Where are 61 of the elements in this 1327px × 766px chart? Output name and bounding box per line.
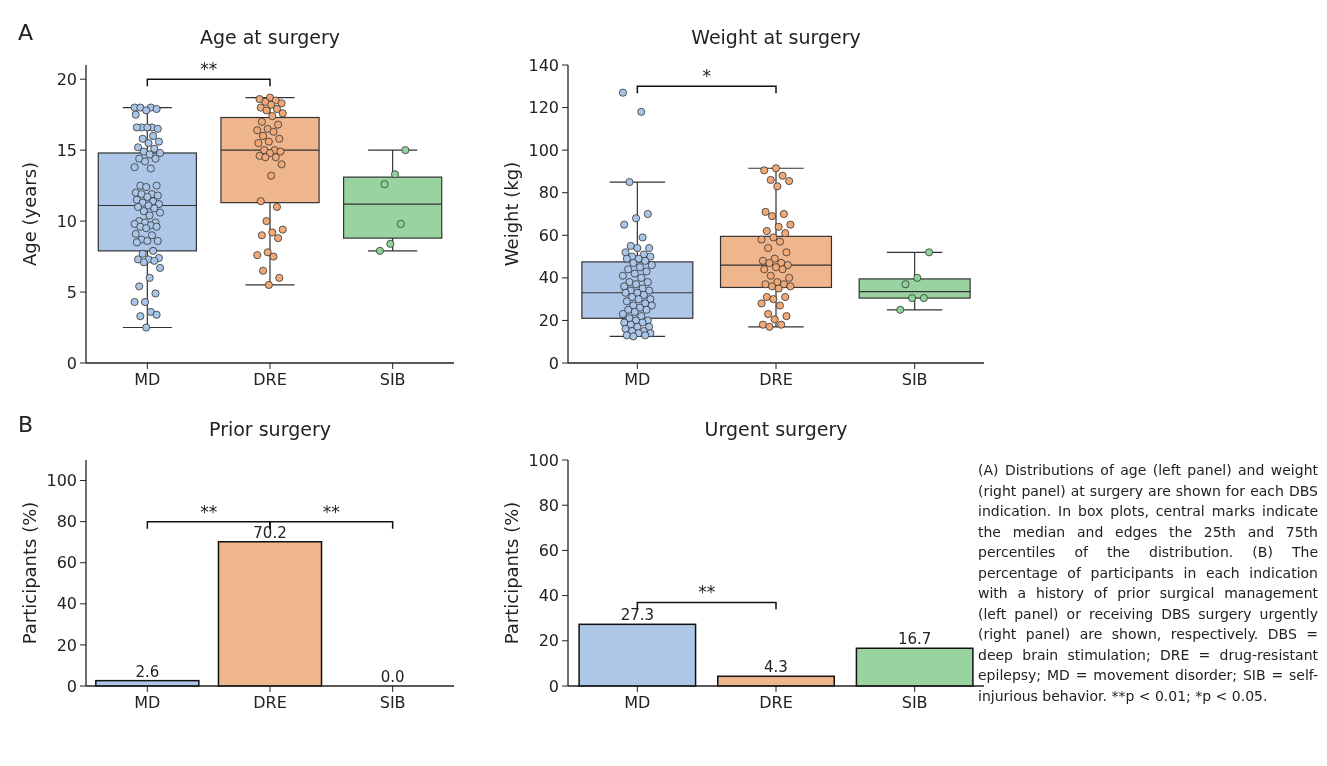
y-tick-label: 20 <box>56 635 77 655</box>
data-label: 4.3 <box>764 658 788 677</box>
x-tick-label: MD <box>134 370 161 389</box>
y-tick-label: 40 <box>538 268 559 288</box>
x-tick-label: DRE <box>253 693 287 712</box>
bar <box>578 623 697 687</box>
x-tick-label: MD <box>624 370 651 389</box>
y-tick-label: 100 <box>46 471 77 491</box>
y-tick-label: 120 <box>528 98 559 118</box>
y-axis-title: Participants (%) <box>19 501 40 645</box>
x-tick-label: MD <box>134 693 161 712</box>
y-tick-label: 10 <box>56 211 77 231</box>
y-tick-label: 5 <box>66 282 77 302</box>
annotation: ** <box>200 59 218 80</box>
y-tick-label: 60 <box>538 225 559 245</box>
y-tick-label: 20 <box>538 631 559 651</box>
y-tick-label: 80 <box>56 512 77 532</box>
chart-title: Age at surgery <box>199 26 341 48</box>
x-tick-label: SIB <box>379 370 406 389</box>
y-tick-label: 60 <box>56 553 77 573</box>
x-tick-label: MD <box>624 693 651 712</box>
y-axis-title: Age (years) <box>19 161 40 267</box>
chart-title: Prior surgery <box>209 418 331 440</box>
x-tick-label: SIB <box>379 693 406 712</box>
y-tick-label: 15 <box>56 140 77 160</box>
y-tick-label: 60 <box>538 541 559 560</box>
y-tick-label: 100 <box>528 140 559 160</box>
annotation: * <box>702 66 711 87</box>
annotation: ** <box>322 501 340 522</box>
y-tick-label: 0 <box>548 676 559 696</box>
text: (A) Distributions of age (left panel) and weight (right panel) at surgery are shown for each DBS indication. In box plots, central marks indicate the median and edges the 25th and 75th percentiles of the distribution. (B) The percentage of participants in each indication with a history of prior surgical management (left panel) or receiving DBS surgery urgently (right panel) are shown, respectively. DBS = deep brain stimulation; DRE = drug-resistant epilepsy; MD = movement disorder; SIB = self-injurious behavior. **p < 0.01; *p < 0.05. <box>978 462 1318 704</box>
data-label: 16.7 <box>897 630 932 649</box>
annotation: ** <box>698 582 716 603</box>
y-tick-label: 0 <box>66 353 77 373</box>
data-label: 27.3 <box>620 606 655 625</box>
annotation: ** <box>200 501 218 522</box>
chart-title: Weight at surgery <box>691 26 861 48</box>
data-label: 0.0 <box>380 668 405 686</box>
x-tick-label: SIB <box>901 693 928 712</box>
bar <box>855 647 974 687</box>
x-tick-label: SIB <box>901 370 928 389</box>
y-tick-label: 40 <box>538 586 559 606</box>
y-tick-label: 100 <box>528 450 559 470</box>
y-tick-label: 80 <box>538 183 559 203</box>
y-tick-label: 140 <box>528 55 559 75</box>
text: A <box>18 20 34 45</box>
x-tick-label: DRE <box>253 370 287 389</box>
y-tick-label: 20 <box>56 69 77 89</box>
data-label: 70.2 <box>253 523 287 542</box>
chart-title: Urgent surgery <box>704 418 848 440</box>
y-tick-label: 0 <box>548 353 559 373</box>
x-tick-label: DRE <box>759 370 793 389</box>
y-tick-label: 0 <box>66 676 77 696</box>
y-axis-title: Participants (%) <box>501 501 522 645</box>
y-tick-label: 20 <box>538 311 559 331</box>
y-tick-label: 40 <box>56 594 77 614</box>
y-tick-label: 80 <box>538 495 559 515</box>
text: B <box>18 412 34 437</box>
data-label: 2.6 <box>135 662 160 681</box>
y-axis-title: Weight (kg) <box>501 161 522 267</box>
x-tick-label: DRE <box>759 693 793 712</box>
